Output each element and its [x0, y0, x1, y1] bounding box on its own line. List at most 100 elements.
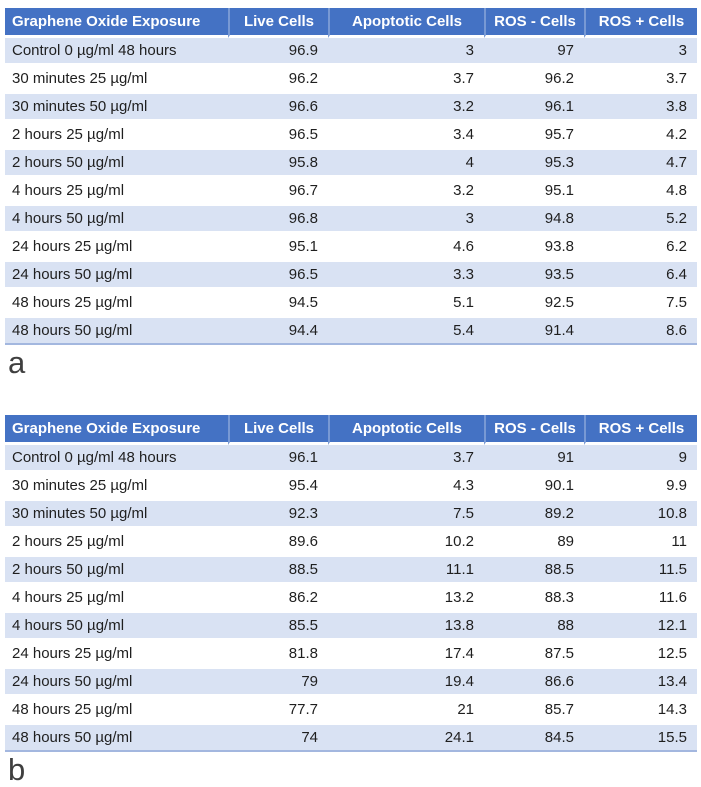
value-cell: 85.7 [484, 697, 584, 725]
exposure-cell: 48 hours 50 µg/ml [5, 725, 228, 752]
panel-a: Graphene Oxide Exposure Live Cells Apopt… [0, 8, 701, 379]
exposure-cell: 48 hours 25 µg/ml [5, 697, 228, 725]
column-header-exposure: Graphene Oxide Exposure [5, 415, 228, 445]
table-row: 30 minutes 50 µg/ml 96.6 3.2 96.1 3.8 [5, 94, 697, 122]
value-cell: 10.8 [584, 501, 697, 529]
table-row: 2 hours 50 µg/ml 88.5 11.1 88.5 11.5 [5, 557, 697, 585]
value-cell: 6.2 [584, 234, 697, 262]
exposure-cell: 30 minutes 25 µg/ml [5, 66, 228, 94]
panel-b: Graphene Oxide Exposure Live Cells Apopt… [0, 415, 701, 786]
value-cell: 9 [584, 445, 697, 473]
column-header-exposure: Graphene Oxide Exposure [5, 8, 228, 38]
value-cell: 90.1 [484, 473, 584, 501]
table-row: 30 minutes 25 µg/ml 95.4 4.3 90.1 9.9 [5, 473, 697, 501]
value-cell: 88.5 [228, 557, 328, 585]
table-row: 4 hours 25 µg/ml 86.2 13.2 88.3 11.6 [5, 585, 697, 613]
table-row: 24 hours 25 µg/ml 95.1 4.6 93.8 6.2 [5, 234, 697, 262]
value-cell: 81.8 [228, 641, 328, 669]
exposure-cell: 48 hours 25 µg/ml [5, 290, 228, 318]
exposure-cell: 4 hours 25 µg/ml [5, 585, 228, 613]
column-header-live-cells: Live Cells [228, 415, 328, 445]
exposure-cell: 4 hours 50 µg/ml [5, 206, 228, 234]
value-cell: 96.5 [228, 262, 328, 290]
column-header-ros-minus-cells: ROS - Cells [484, 415, 584, 445]
column-header-live-cells: Live Cells [228, 8, 328, 38]
table-row: 24 hours 25 µg/ml 81.8 17.4 87.5 12.5 [5, 641, 697, 669]
value-cell: 3 [584, 38, 697, 66]
table-row: 2 hours 25 µg/ml 89.6 10.2 89 11 [5, 529, 697, 557]
value-cell: 3.7 [584, 66, 697, 94]
value-cell: 24.1 [328, 725, 484, 752]
value-cell: 4.6 [328, 234, 484, 262]
exposure-cell: 24 hours 50 µg/ml [5, 262, 228, 290]
column-header-ros-minus-cells: ROS - Cells [484, 8, 584, 38]
value-cell: 10.2 [328, 529, 484, 557]
value-cell: 5.2 [584, 206, 697, 234]
value-cell: 89.2 [484, 501, 584, 529]
exposure-cell: 30 minutes 50 µg/ml [5, 501, 228, 529]
column-header-apoptotic-cells: Apoptotic Cells [328, 8, 484, 38]
value-cell: 95.1 [228, 234, 328, 262]
exposure-cell: 48 hours 50 µg/ml [5, 318, 228, 345]
table-row: 30 minutes 50 µg/ml 92.3 7.5 89.2 10.8 [5, 501, 697, 529]
value-cell: 11 [584, 529, 697, 557]
exposure-cell: 4 hours 25 µg/ml [5, 178, 228, 206]
value-cell: 7.5 [584, 290, 697, 318]
value-cell: 5.4 [328, 318, 484, 345]
value-cell: 19.4 [328, 669, 484, 697]
value-cell: 3 [328, 206, 484, 234]
header-row: Graphene Oxide Exposure Live Cells Apopt… [5, 415, 697, 445]
exposure-cell: 24 hours 25 µg/ml [5, 641, 228, 669]
value-cell: 3.8 [584, 94, 697, 122]
value-cell: 89 [484, 529, 584, 557]
value-cell: 79 [228, 669, 328, 697]
column-header-ros-plus-cells: ROS + Cells [584, 415, 697, 445]
value-cell: 13.8 [328, 613, 484, 641]
table-row: 48 hours 25 µg/ml 94.5 5.1 92.5 7.5 [5, 290, 697, 318]
value-cell: 95.7 [484, 122, 584, 150]
exposure-cell: 30 minutes 50 µg/ml [5, 94, 228, 122]
value-cell: 6.4 [584, 262, 697, 290]
value-cell: 96.8 [228, 206, 328, 234]
value-cell: 91 [484, 445, 584, 473]
table-row: 2 hours 25 µg/ml 96.5 3.4 95.7 4.2 [5, 122, 697, 150]
exposure-cell: 2 hours 50 µg/ml [5, 557, 228, 585]
header-row: Graphene Oxide Exposure Live Cells Apopt… [5, 8, 697, 38]
value-cell: 92.5 [484, 290, 584, 318]
value-cell: 94.8 [484, 206, 584, 234]
value-cell: 15.5 [584, 725, 697, 752]
exposure-table-a: Graphene Oxide Exposure Live Cells Apopt… [5, 8, 697, 345]
value-cell: 4.2 [584, 122, 697, 150]
value-cell: 88.3 [484, 585, 584, 613]
value-cell: 8.6 [584, 318, 697, 345]
value-cell: 11.5 [584, 557, 697, 585]
exposure-cell: 30 minutes 25 µg/ml [5, 473, 228, 501]
column-header-ros-plus-cells: ROS + Cells [584, 8, 697, 38]
table-b-body: Control 0 µg/ml 48 hours 96.1 3.7 91 9 30 min… [5, 445, 697, 752]
value-cell: 86.2 [228, 585, 328, 613]
value-cell: 96.9 [228, 38, 328, 66]
value-cell: 91.4 [484, 318, 584, 345]
table-a-header: Graphene Oxide Exposure Live Cells Apopt… [5, 8, 697, 38]
column-header-apoptotic-cells: Apoptotic Cells [328, 415, 484, 445]
figure-label-b: b [8, 752, 26, 787]
value-cell: 3.3 [328, 262, 484, 290]
value-cell: 21 [328, 697, 484, 725]
table-a-body: Control 0 µg/ml 48 hours 96.9 3 97 3 30 minut… [5, 38, 697, 345]
value-cell: 13.4 [584, 669, 697, 697]
value-cell: 96.2 [228, 66, 328, 94]
value-cell: 3.2 [328, 178, 484, 206]
value-cell: 95.8 [228, 150, 328, 178]
value-cell: 96.1 [228, 445, 328, 473]
value-cell: 11.1 [328, 557, 484, 585]
value-cell: 95.1 [484, 178, 584, 206]
value-cell: 4.7 [584, 150, 697, 178]
table-row: 48 hours 50 µg/ml 94.4 5.4 91.4 8.6 [5, 318, 697, 345]
value-cell: 95.4 [228, 473, 328, 501]
value-cell: 87.5 [484, 641, 584, 669]
value-cell: 88 [484, 613, 584, 641]
table-row: 4 hours 50 µg/ml 96.8 3 94.8 5.2 [5, 206, 697, 234]
table-b-header: Graphene Oxide Exposure Live Cells Apopt… [5, 415, 697, 445]
value-cell: 3.7 [328, 445, 484, 473]
value-cell: 9.9 [584, 473, 697, 501]
